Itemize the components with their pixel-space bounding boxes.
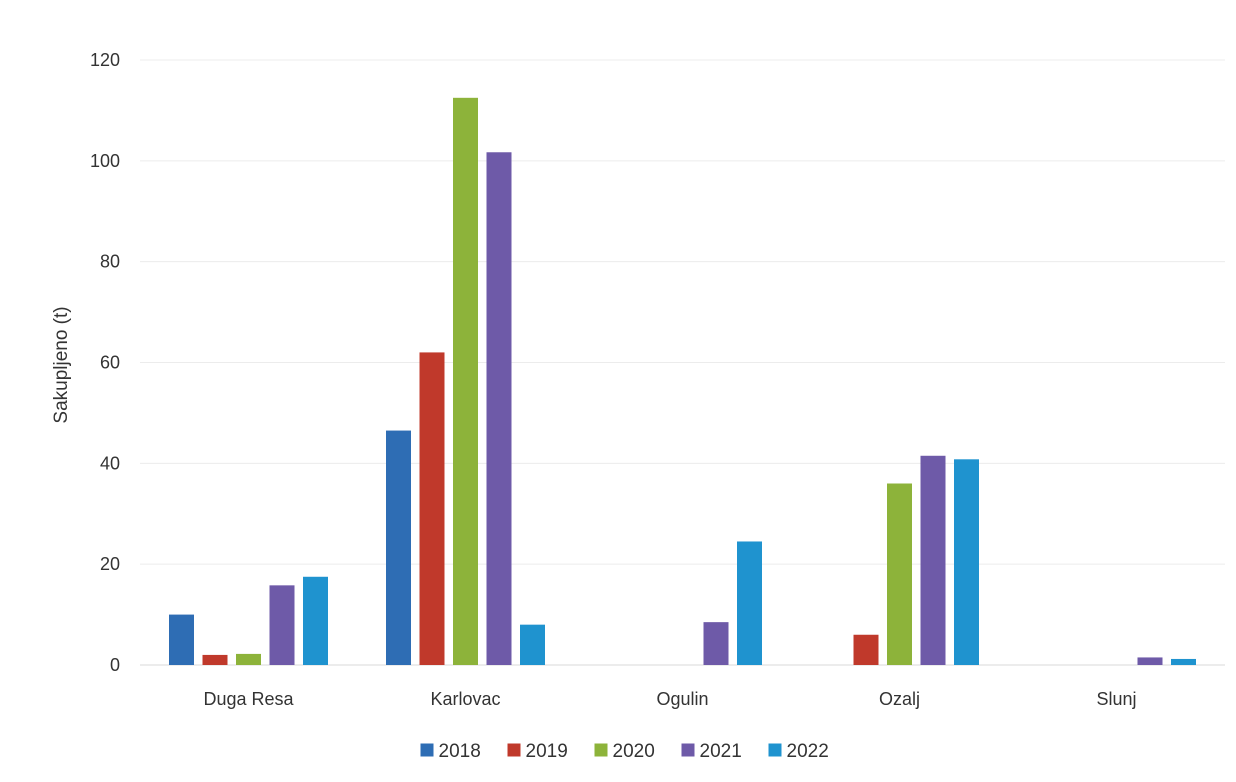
y-tick-label: 0 [110,655,120,675]
y-tick-label: 100 [90,151,120,171]
legend-swatch-2022 [768,743,782,757]
bar-karlovac-2020 [453,97,478,665]
bar-slunj-2022 [1171,658,1196,665]
legend-swatch-2018 [420,743,434,757]
bar-duga-resa-2018 [169,614,194,665]
gridlines [140,59,1225,565]
bar-ozalj-2021 [920,455,946,665]
legend-label: 2022 [787,741,829,762]
x-tick-label: Ogulin [656,689,708,709]
legend-label: 2018 [439,741,481,762]
legend-label: 2019 [526,741,568,762]
bar-karlovac-2021 [486,152,512,665]
x-tick-label: Ozalj [879,689,920,709]
bar-duga-resa-2019 [202,654,228,665]
y-axis-label: Sakupljeno (t) [51,306,72,423]
bar-duga-resa-2022 [303,576,328,665]
bars [169,97,1196,665]
bar-ogulin-2022 [737,541,762,665]
legend-label: 2021 [700,741,742,762]
bar-slunj-2021 [1137,657,1163,665]
y-axis-ticks: 0 20 40 60 80 100 120 [90,50,120,675]
y-tick-label: 20 [100,554,120,574]
y-tick-label: 120 [90,50,120,70]
bar-karlovac-2022 [520,624,545,665]
x-tick-label: Duga Resa [203,689,294,709]
y-tick-label: 40 [100,453,120,473]
x-tick-label: Karlovac [430,689,500,709]
bar-duga-resa-2020 [236,653,261,665]
legend-label: 2020 [613,741,655,762]
x-tick-label: Slunj [1096,689,1136,709]
bar-duga-resa-2021 [269,585,295,665]
bar-ogulin-2021 [703,622,729,665]
bar-karlovac-2018 [386,430,411,665]
x-axis-ticks: Duga Resa Karlovac Ogulin Ozalj Slunj [203,689,1136,709]
legend: 2018 2019 2020 2021 2022 [420,741,829,762]
y-tick-label: 60 [100,353,120,373]
bar-ozalj-2022 [954,459,979,665]
y-tick-label: 80 [100,252,120,272]
bar-karlovac-2019 [419,352,445,665]
legend-swatch-2021 [681,743,695,757]
bar-ozalj-2019 [853,634,879,665]
legend-swatch-2019 [507,743,521,757]
bar-ozalj-2020 [887,483,912,665]
legend-swatch-2020 [594,743,608,757]
